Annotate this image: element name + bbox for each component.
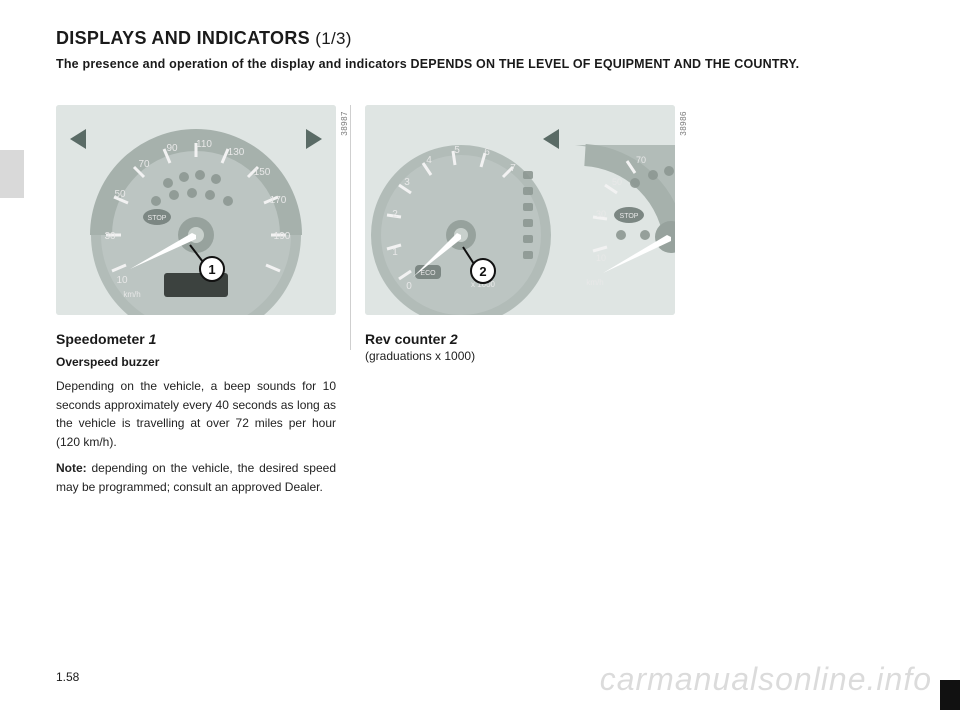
title-page-count: (1/3) bbox=[315, 29, 351, 48]
speedometer-heading: Speedometer 1 bbox=[56, 331, 336, 347]
svg-text:90: 90 bbox=[166, 143, 178, 154]
svg-text:km/h: km/h bbox=[123, 290, 140, 299]
note-lead: Note: bbox=[56, 461, 87, 475]
svg-text:30: 30 bbox=[104, 231, 116, 242]
page-subtitle: The presence and operation of the displa… bbox=[56, 57, 924, 71]
column-revcounter: 38986 bbox=[365, 105, 675, 363]
svg-text:10: 10 bbox=[116, 275, 128, 286]
svg-text:1: 1 bbox=[392, 247, 398, 258]
overspeed-paragraph: Depending on the vehicle, a beep sounds … bbox=[56, 377, 336, 451]
svg-text:50: 50 bbox=[612, 177, 622, 187]
speedometer-graphic: 10 30 50 70 90 110 130 150 170 190 km/h bbox=[56, 105, 336, 315]
figure-revcounter: 38986 bbox=[365, 105, 675, 315]
speedometer-heading-label: Speedometer bbox=[56, 331, 145, 347]
figure-speedometer: 38987 bbox=[56, 105, 336, 315]
revcounter-subnote: (graduations x 1000) bbox=[365, 349, 675, 363]
svg-text:1: 1 bbox=[208, 262, 215, 277]
watermark: carmanualsonline.info bbox=[600, 661, 932, 698]
svg-text:110: 110 bbox=[196, 139, 212, 150]
page-number: 1.58 bbox=[56, 670, 79, 684]
figure-code: 38987 bbox=[340, 111, 349, 136]
revcounter-heading-number: 2 bbox=[450, 331, 458, 347]
page-side-tab bbox=[0, 150, 24, 198]
svg-text:STOP: STOP bbox=[620, 213, 639, 220]
svg-text:70: 70 bbox=[636, 155, 646, 165]
revcounter-heading: Rev counter 2 bbox=[365, 331, 675, 347]
page-title: DISPLAYS AND INDICATORS (1/3) bbox=[56, 28, 924, 49]
content-columns: 38987 bbox=[56, 105, 924, 497]
svg-text:0: 0 bbox=[406, 281, 412, 292]
column-speedometer: 38987 bbox=[56, 105, 336, 497]
note-rest: depending on the vehicle, the desired sp… bbox=[56, 461, 336, 494]
figure-code: 38986 bbox=[679, 111, 688, 136]
revcounter-graphic: 0 1 2 3 4 5 6 7 x 1000 bbox=[365, 105, 675, 315]
note-paragraph: Note: depending on the vehicle, the desi… bbox=[56, 459, 336, 496]
svg-text:2: 2 bbox=[479, 264, 486, 279]
svg-text:km/h: km/h bbox=[586, 278, 603, 287]
corner-tab bbox=[940, 680, 960, 710]
svg-text:130: 130 bbox=[228, 147, 245, 158]
svg-text:5: 5 bbox=[454, 145, 460, 156]
svg-text:6: 6 bbox=[484, 147, 490, 158]
svg-text:50: 50 bbox=[114, 189, 126, 200]
svg-text:190: 190 bbox=[274, 231, 291, 242]
title-main: DISPLAYS AND INDICATORS bbox=[56, 28, 310, 48]
svg-text:2: 2 bbox=[392, 209, 398, 220]
svg-text:70: 70 bbox=[138, 159, 150, 170]
svg-text:150: 150 bbox=[254, 167, 271, 178]
svg-text:STOP: STOP bbox=[148, 215, 167, 222]
svg-text:4: 4 bbox=[426, 155, 432, 166]
svg-text:ECO: ECO bbox=[420, 270, 436, 277]
svg-text:3: 3 bbox=[404, 177, 410, 188]
svg-text:30: 30 bbox=[596, 209, 606, 219]
speedometer-heading-number: 1 bbox=[149, 331, 157, 347]
svg-text:7: 7 bbox=[510, 163, 516, 174]
overspeed-subheading: Overspeed buzzer bbox=[56, 355, 336, 369]
svg-text:170: 170 bbox=[270, 195, 287, 206]
column-divider bbox=[350, 105, 351, 350]
svg-text:10: 10 bbox=[596, 253, 606, 263]
revcounter-heading-label: Rev counter bbox=[365, 331, 446, 347]
